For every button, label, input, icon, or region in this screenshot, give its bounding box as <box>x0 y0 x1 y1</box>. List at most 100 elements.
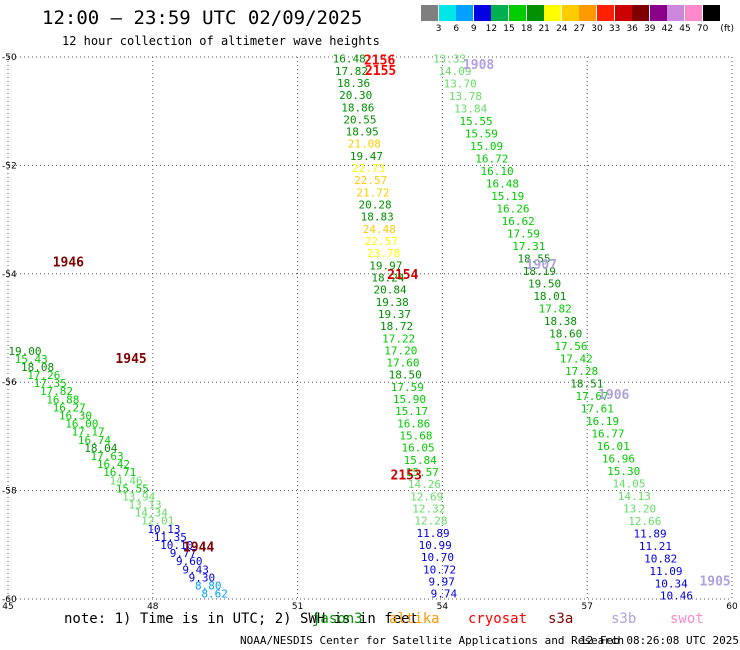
colorbar-tick-label: 6 <box>453 24 460 34</box>
swh-value: 8.62 <box>201 588 228 601</box>
swh-value: 13.84 <box>454 103 487 116</box>
swh-value: 17.22 <box>382 332 415 345</box>
swh-value: 17.59 <box>507 228 540 241</box>
swh-value: 17.26 <box>27 369 60 382</box>
swh-value: 16.05 <box>401 442 434 455</box>
swh-value: 16.77 <box>591 427 624 440</box>
swh-value: 16.00 <box>65 418 98 431</box>
colorbar-tick-label: 21 <box>538 24 550 34</box>
swh-value: 16.96 <box>602 452 635 465</box>
swh-value: 17.31 <box>512 240 545 253</box>
swh-value: 13.94 <box>122 490 155 503</box>
swh-value: 16.88 <box>46 393 79 406</box>
swh-value: 10.99 <box>419 539 452 552</box>
swh-value: 16.01 <box>597 440 630 453</box>
swh-value: 22.57 <box>354 174 387 187</box>
swh-value: 13.33 <box>433 53 466 66</box>
lat-tick-label: -54 <box>2 270 17 280</box>
colorbar-tick-label: 30 <box>591 24 603 34</box>
swh-value: 17.82 <box>539 302 572 315</box>
swh-value: 19.37 <box>378 308 411 321</box>
swh-value: 20.84 <box>374 284 407 297</box>
lon-tick-label: 57 <box>581 602 592 610</box>
swh-value: 14.34 <box>135 507 168 520</box>
swh-value: 15.55 <box>116 482 149 495</box>
altimeter-map: 45 48 51 54 57 60 -50 -52 -54 -56 -58 -60 19.0015.43… <box>2 53 738 610</box>
swh-value: 12.32 <box>412 502 445 515</box>
colorbar-swatch <box>614 5 632 21</box>
swh-value: 16.86 <box>397 417 430 430</box>
swh-value: 10.46 <box>660 590 693 603</box>
swh-value: 17.20 <box>384 344 417 357</box>
swh-value: 12.28 <box>414 515 447 528</box>
legend-cryosat: cryosat <box>468 611 528 627</box>
swh-value: 18.04 <box>84 442 117 455</box>
swh-value: 13.78 <box>449 90 482 103</box>
swh-value: 20.28 <box>358 199 391 212</box>
swh-value: 15.43 <box>15 353 48 366</box>
swh-value: 15.57 <box>406 466 439 479</box>
colorbar-swatch <box>438 5 456 21</box>
swh-value: 19.50 <box>528 277 561 290</box>
colorbar-tick-label: 36 <box>626 24 638 34</box>
swh-value: 22.73 <box>352 162 385 175</box>
swh-value: 16.27 <box>53 401 86 414</box>
legend-swot: swot <box>670 611 704 627</box>
swh-value: 17.82 <box>40 385 73 398</box>
swh-value: 23.78 <box>367 247 400 260</box>
pass-time-label: 2156 <box>364 54 395 69</box>
pass-time-label: 1945 <box>115 352 146 367</box>
lat-tick-label: -56 <box>2 378 17 388</box>
swh-value: 17.63 <box>91 450 124 463</box>
colorbar-swatch <box>649 5 667 21</box>
swh-value: 15.55 <box>459 115 492 128</box>
legend-s3b: s3b <box>611 611 637 627</box>
swh-value: 12.66 <box>628 515 661 528</box>
swh-value: 16.30 <box>59 410 92 423</box>
swh-value: 17.42 <box>560 352 593 365</box>
map-title: 12:00 — 23:59 UTC 02/09/2025 <box>42 7 363 29</box>
pass-time-label: 1908 <box>463 58 494 73</box>
swh-value: 21.72 <box>356 186 389 199</box>
footer-note: note: 1) Time is in UTC; 2) SWH is in fe… <box>64 611 419 627</box>
swh-value: 16.72 <box>475 153 508 166</box>
swh-value: 16.48 <box>486 178 519 191</box>
colorbar-swatch <box>509 5 526 21</box>
swh-value: 8.80 <box>195 579 222 592</box>
colorbar-tick-label: 33 <box>608 24 621 34</box>
colorbar-swatch <box>526 5 544 21</box>
pass-time-label: 1944 <box>183 540 214 555</box>
swh-value: 13.20 <box>623 502 656 515</box>
swh-value: 15.68 <box>399 430 432 443</box>
swh-value: 10.34 <box>655 577 688 590</box>
swh-value: 17.35 <box>34 377 67 390</box>
swh-value: 17.59 <box>391 381 424 394</box>
swh-value: 12.01 <box>141 515 174 528</box>
lat-tick-label: -60 <box>2 595 17 605</box>
colorbar-swatch <box>579 5 597 21</box>
lon-tick-label: 48 <box>147 602 159 610</box>
colorbar-tick-label: 3 <box>435 24 442 34</box>
swh-value: 18.08 <box>21 361 54 374</box>
lon-tick-label: 45 <box>2 602 13 610</box>
swh-value: 9.60 <box>176 555 203 568</box>
swh-value: 11.21 <box>639 540 672 553</box>
colorbar-swatch <box>561 5 579 21</box>
swh-value: 18.36 <box>337 77 370 90</box>
pass-time-label: 1907 <box>526 258 557 273</box>
swh-value: 17.56 <box>554 340 587 353</box>
swh-value: 13.13 <box>128 499 161 512</box>
colorbar-tick-label: 18 <box>520 24 533 34</box>
colorbar-swatch <box>473 5 491 21</box>
swh-value: 19.00 <box>8 345 41 358</box>
lon-tick-label: 60 <box>726 602 738 610</box>
pass-time-label: 2154 <box>387 268 418 283</box>
colorbar-swatch <box>702 5 720 21</box>
swh-value: 18.24 <box>371 271 404 284</box>
swh-value: 12.69 <box>410 490 443 503</box>
colorbar-swatch <box>491 5 509 21</box>
swh-value: 17.28 <box>565 365 598 378</box>
swh-value: 16.62 <box>502 215 535 228</box>
swh-value: 14.26 <box>408 478 441 491</box>
lat-tick-label: -50 <box>2 53 17 63</box>
